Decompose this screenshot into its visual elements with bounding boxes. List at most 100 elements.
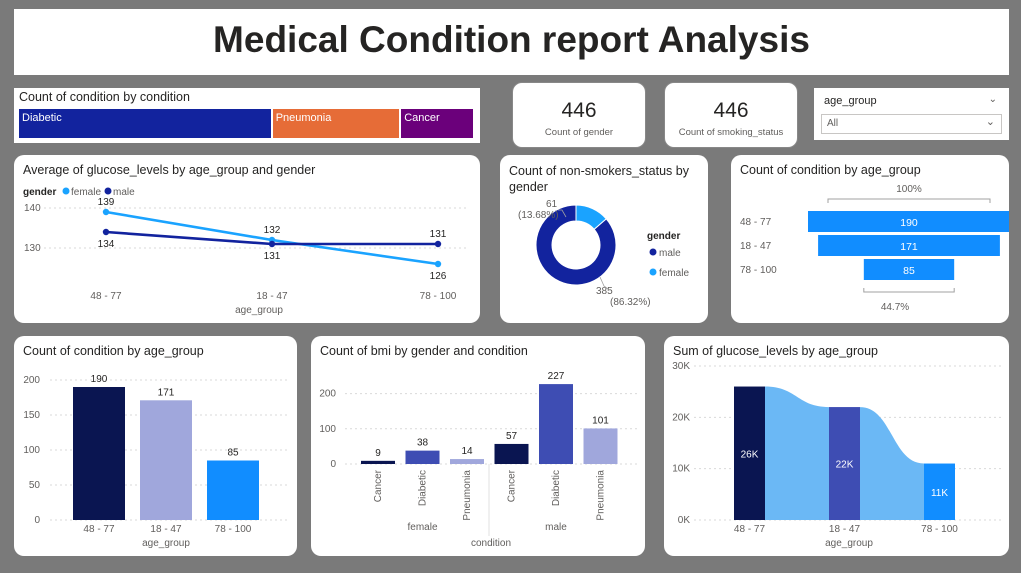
x-tick-1: 18 - 47 <box>150 524 182 535</box>
funnel-category-0: 48 - 77 <box>740 217 772 228</box>
legend-dot-female <box>62 187 70 195</box>
y-tick-150: 150 <box>23 410 40 421</box>
bar-78 - 100 <box>207 460 259 520</box>
bar-male-Pneumonia <box>583 428 618 464</box>
condition-strip-segment-diabetic[interactable]: Diabetic <box>19 109 273 138</box>
data-label-female-2: 14 <box>461 446 473 457</box>
ribbon-1 <box>860 407 924 520</box>
data-label-1: 22K <box>836 460 854 471</box>
funnel-bar-78 - 100 <box>863 259 955 280</box>
funnel-bar-48 - 77 <box>808 211 1009 232</box>
data-label-0: 26K <box>741 449 759 460</box>
y-tick-50: 50 <box>29 480 41 491</box>
condition-strip-segment-cancer[interactable]: Cancer <box>401 109 475 138</box>
data-label-2: 85 <box>227 448 239 459</box>
y-tick-0K: 0K <box>678 515 691 526</box>
bar-18 - 47 <box>829 407 860 520</box>
x-tick-18 - 47: 18 - 47 <box>256 291 288 302</box>
data-label-male-2: 101 <box>592 415 609 426</box>
data-label-1: 171 <box>158 387 175 398</box>
bmi-bar-title: Count of bmi by gender and condition <box>320 344 528 358</box>
point-male-2 <box>434 240 442 248</box>
bar-female-Cancer <box>361 460 395 464</box>
funnel-value-1: 171 <box>900 241 918 253</box>
data-label-2: 11K <box>931 488 948 499</box>
kpi-gender-value: 446 <box>561 99 597 122</box>
bar-male-Cancer <box>494 443 529 464</box>
funnel-value-0: 190 <box>900 217 918 229</box>
y-tick-10K: 10K <box>672 464 690 475</box>
age-group-slicer: age_group ⌄ All ⌄ <box>814 88 1009 140</box>
funnel-category-1: 18 - 47 <box>740 241 772 252</box>
funnel-bar-18 - 47 <box>818 235 1000 256</box>
glucose-avg-title: Average of glucose_levels by age_group a… <box>23 163 316 177</box>
leader-line-male <box>599 276 609 290</box>
funnel-top-label: 100% <box>896 184 922 195</box>
data-label-male-1: 131 <box>264 251 281 262</box>
funnel-value-2: 85 <box>903 265 915 277</box>
data-label-female-0: 139 <box>98 197 115 208</box>
slicer-dropdown[interactable]: All ⌄ <box>821 114 1002 134</box>
kpi-smoking-label: Count of smoking_status <box>678 127 784 138</box>
funnel-category-2: 78 - 100 <box>740 265 777 276</box>
y-tick-100: 100 <box>23 445 40 456</box>
condition-strip: Diabetic Pneumonia Cancer <box>19 109 475 138</box>
group-label-male: male <box>545 522 567 533</box>
leader-line-female <box>558 209 567 218</box>
slicer-collapse-chevron-icon[interactable]: ⌄ <box>988 94 997 105</box>
glucose-avg-line-card: Average of glucose_levels by age_group a… <box>14 155 480 323</box>
legend-dot-male <box>649 248 657 256</box>
data-label-male-0: 134 <box>98 239 115 250</box>
bar-78 - 100 <box>924 463 955 520</box>
legend-dot-female <box>649 268 657 276</box>
slice-label-male-value: 385 <box>596 286 613 297</box>
funnel-bottom-bracket <box>863 288 955 293</box>
y-tick-200: 200 <box>23 375 40 386</box>
chevron-down-icon: ⌄ <box>985 116 995 128</box>
x-tick-female-0: Cancer <box>373 469 384 502</box>
legend-label-male: male <box>659 248 681 259</box>
funnel-card: Count of condition by age_group 100% 190 4… <box>731 155 1009 323</box>
data-label-male-0: 57 <box>506 431 518 442</box>
cond-age-bar-card: Count of condition by age_group 0 50 100 15… <box>14 336 297 556</box>
x-axis-title: age_group <box>825 538 873 549</box>
slice-label-female-pct: (13.68%) <box>518 210 559 221</box>
page-title: Medical Condition report Analysis <box>213 19 810 60</box>
data-label-0: 190 <box>91 374 108 385</box>
bar-18 - 47 <box>140 400 192 520</box>
data-label-female-1: 38 <box>417 438 429 449</box>
x-tick-male-2: Pneumonia <box>596 470 607 521</box>
x-tick-48 - 77: 48 - 77 <box>90 291 122 302</box>
slicer-selected-value: All <box>827 118 839 129</box>
y-tick-20K: 20K <box>672 412 690 423</box>
x-tick-0: 48 - 77 <box>83 524 115 535</box>
funnel-top-bracket <box>827 198 991 203</box>
data-label-female-2: 126 <box>430 271 447 282</box>
legend-label-female: female <box>71 187 101 198</box>
bar-male-Diabetic <box>539 384 573 464</box>
data-label-male-2: 131 <box>430 229 447 240</box>
point-female-2 <box>434 260 442 268</box>
kpi-smoking-value: 446 <box>713 99 749 122</box>
condition-strip-title: Count of condition by condition <box>19 90 190 104</box>
y-tick-0: 0 <box>34 515 40 526</box>
condition-strip-segment-pneumonia[interactable]: Pneumonia <box>272 109 402 138</box>
legend-title: gender <box>23 187 56 198</box>
x-axis-title: age_group <box>142 538 190 549</box>
y-tick-140: 140 <box>24 203 41 214</box>
point-male-1 <box>268 240 276 248</box>
slice-label-female-value: 61 <box>546 199 558 210</box>
bar-48 - 77 <box>73 387 125 520</box>
data-label-female-1: 132 <box>264 225 281 236</box>
x-tick-2: 78 - 100 <box>215 524 252 535</box>
header-banner: Medical Condition report Analysis <box>14 9 1009 75</box>
x-tick-male-1: Diabetic <box>551 470 562 506</box>
y-tick-0: 0 <box>330 459 336 470</box>
legend-dot-male <box>104 187 112 195</box>
glucose-sum-card: Sum of glucose_levels by age_group 0K 10K… <box>664 336 1009 556</box>
kpi-card-gender: 446 Count of gender <box>512 82 646 148</box>
cond-age-bar-title: Count of condition by age_group <box>23 344 204 358</box>
donut-slice-male <box>535 204 617 286</box>
bmi-bar-card: Count of bmi by gender and condition 0 10… <box>311 336 645 556</box>
condition-strip-card: Count of condition by condition Diabetic… <box>14 88 480 143</box>
